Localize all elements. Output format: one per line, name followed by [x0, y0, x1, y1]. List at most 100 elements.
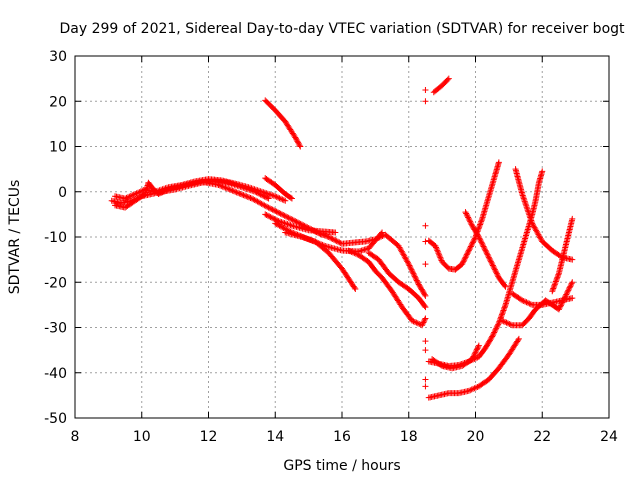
data-point	[434, 248, 441, 255]
data-point	[246, 194, 253, 201]
data-point	[215, 181, 222, 188]
data-point	[420, 289, 427, 296]
data-point	[270, 192, 277, 199]
data-point	[283, 220, 290, 227]
data-point	[325, 234, 332, 240]
data-point	[163, 187, 170, 194]
data-point	[494, 272, 501, 279]
y-tick-label: 30	[49, 49, 67, 65]
data-point	[467, 357, 474, 364]
data-point	[127, 192, 134, 199]
data-point	[552, 278, 559, 285]
data-point	[495, 319, 502, 326]
data-point	[494, 322, 501, 329]
data-point	[166, 186, 173, 193]
data-point	[272, 193, 279, 200]
data-point	[491, 328, 498, 335]
data-point	[432, 243, 439, 250]
data-point	[465, 215, 472, 222]
data-point	[523, 299, 530, 306]
data-point	[334, 238, 341, 245]
data-point	[405, 261, 412, 268]
data-point	[569, 215, 576, 222]
data-point	[282, 197, 289, 204]
data-point	[554, 274, 561, 281]
data-point	[300, 234, 307, 241]
data-point	[523, 204, 530, 211]
data-point	[422, 383, 429, 390]
data-point	[567, 283, 574, 290]
data-point	[221, 184, 228, 191]
data-point	[434, 247, 441, 254]
data-point	[565, 287, 572, 294]
data-point	[417, 284, 424, 291]
data-point	[420, 319, 427, 326]
data-point	[563, 291, 570, 298]
data-point	[552, 279, 559, 286]
data-point	[240, 192, 247, 199]
data-point	[468, 386, 475, 393]
data-point	[567, 281, 574, 288]
data-point	[269, 192, 276, 199]
data-point	[411, 319, 418, 326]
data-point	[483, 343, 490, 350]
data-point	[464, 358, 471, 365]
data-point	[270, 215, 277, 222]
data-point	[485, 254, 492, 261]
data-point	[524, 299, 531, 306]
data-point	[478, 218, 485, 225]
data-point	[460, 360, 467, 367]
data-point	[292, 218, 299, 225]
data-point	[276, 210, 283, 217]
data-point	[477, 221, 484, 228]
data-point	[265, 195, 272, 202]
data-point	[484, 251, 491, 258]
data-point	[527, 214, 534, 221]
data-point	[487, 257, 494, 264]
data-point	[230, 188, 237, 195]
x-tick-label: 12	[200, 429, 218, 445]
data-point	[130, 191, 137, 198]
data-point	[281, 220, 288, 227]
data-point	[524, 205, 531, 212]
data-point	[490, 330, 497, 337]
data-point	[523, 202, 530, 209]
data-point	[372, 236, 379, 243]
data-point	[488, 259, 495, 266]
data-point	[478, 239, 485, 246]
data-point	[558, 300, 565, 307]
data-point	[487, 336, 494, 343]
data-point	[436, 251, 443, 258]
data-point	[422, 347, 429, 354]
data-point	[475, 234, 482, 240]
data-point	[466, 246, 473, 253]
data-point	[320, 231, 327, 238]
tick-labels-layer: 8 10 12 14 16 18 20 22 24 30 20 10 0 -10 -20 -30 -40 -50	[44, 49, 618, 445]
data-point	[489, 332, 496, 339]
data-point	[557, 303, 564, 310]
data-point	[555, 306, 562, 313]
data-point	[473, 348, 480, 355]
data-point	[136, 189, 143, 196]
data-point	[502, 283, 509, 290]
data-point	[336, 239, 343, 246]
data-point	[493, 324, 500, 331]
data-point	[309, 237, 316, 244]
data-point	[277, 210, 284, 217]
data-point	[421, 318, 428, 325]
data-point	[268, 214, 275, 221]
marks-layer	[108, 75, 576, 401]
data-point	[352, 286, 359, 293]
data-point	[507, 321, 514, 328]
data-point	[420, 290, 427, 297]
data-point	[458, 361, 465, 368]
data-point	[521, 196, 528, 203]
y-tick-label: -10	[44, 230, 67, 246]
data-point	[417, 285, 424, 292]
data-point	[526, 213, 533, 220]
data-point	[469, 239, 476, 246]
data-point	[301, 235, 308, 242]
data-point	[493, 269, 500, 276]
data-point	[502, 319, 509, 326]
data-point	[286, 215, 293, 222]
